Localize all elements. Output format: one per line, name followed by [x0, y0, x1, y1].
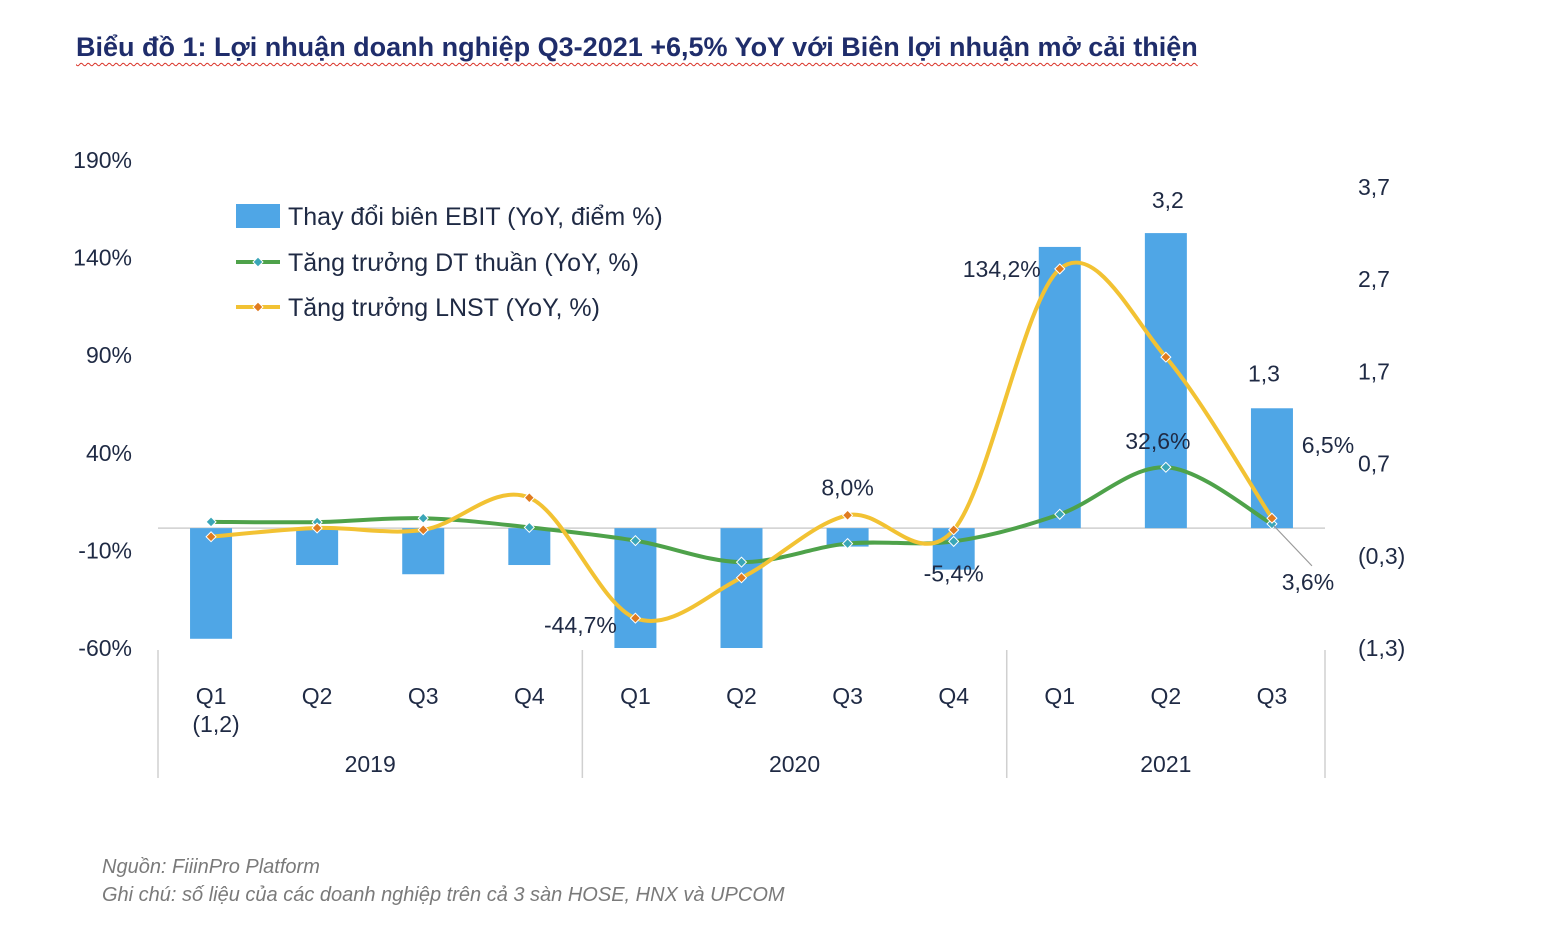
profit-growth-point [735, 572, 748, 584]
year-group-label: 2021 [1140, 751, 1191, 777]
legend-swatch-bar [236, 204, 280, 228]
profit-growth-point [1160, 351, 1172, 363]
revenue-growth-point [417, 512, 429, 524]
label-leader-line [1273, 525, 1313, 567]
category-label: Q1 [196, 683, 227, 709]
data-label: 8,0% [821, 474, 873, 500]
chart-title: Biểu đồ 1: Lợi nhuận doanh nghiệp Q3-202… [76, 32, 1198, 62]
ebit-margin-bar [190, 528, 233, 639]
legend-swatch-marker [252, 301, 264, 313]
ebit-margin-bar [1038, 246, 1081, 529]
left-axis-tick-label: 40% [86, 440, 132, 466]
category-label: Q1 [620, 683, 651, 709]
footnote: Ghi chú: số liệu của các doanh nghiệp tr… [102, 884, 785, 906]
profit-growth-point [629, 612, 642, 624]
right-axis-tick-label: 2,7 [1358, 266, 1390, 292]
profit-growth-point [1266, 512, 1278, 524]
category-label: Q1 [1044, 683, 1075, 709]
profit-growth-point [1054, 263, 1066, 275]
profit-growth-point [417, 524, 429, 536]
profit-growth-point [311, 522, 323, 534]
data-label: 3,2 [1152, 187, 1184, 213]
revenue-growth-point [841, 537, 854, 550]
ebit-margin-bar [402, 528, 445, 575]
category-label: Q2 [726, 683, 757, 709]
right-axis-tick-label: 0,7 [1358, 451, 1390, 477]
left-axis-tick-label: -60% [78, 635, 132, 661]
revenue-growth-point [735, 556, 748, 568]
left-axis-tick-label: 190% [73, 147, 132, 173]
ebit-margin-bar [296, 528, 339, 566]
legend-label: Tăng trưởng DT thuần (YoY, %) [288, 249, 639, 277]
category-label: Q3 [408, 683, 439, 709]
left-axis-tick-label: 90% [86, 342, 132, 368]
profit-growth-point [523, 492, 535, 504]
revenue-growth-point [311, 516, 323, 528]
data-label: 134,2% [963, 256, 1041, 282]
data-label: (1,2) [192, 711, 239, 737]
legend-label: Thay đổi biên EBIT (YoY, điểm %) [288, 203, 663, 231]
revenue-growth-point [1054, 508, 1066, 520]
category-label: Q2 [302, 683, 333, 709]
category-label: Q2 [1151, 683, 1182, 709]
profit-growth-point [205, 531, 217, 543]
source-note: Nguồn: FiiinPro Platform [102, 856, 320, 878]
ebit-margin-bar [1144, 233, 1187, 529]
data-label: 32,6% [1125, 428, 1190, 454]
ebit-margin-bar [508, 528, 551, 566]
revenue-growth-point [523, 521, 535, 534]
revenue-growth-point [205, 516, 217, 528]
category-label: Q3 [1257, 683, 1288, 709]
bars-group [190, 233, 1293, 648]
right-axis-tick-label: (0,3) [1358, 543, 1405, 569]
legend-swatch-marker [252, 256, 264, 268]
data-label: 6,5% [1302, 432, 1354, 458]
ebit-margin-bar [614, 528, 657, 648]
right-axis-tick-label: 3,7 [1358, 174, 1390, 200]
ebit-margin-bar [720, 528, 763, 648]
revenue-growth-point [948, 535, 960, 548]
lines-group [205, 260, 1278, 624]
right-axis-tick-label: 1,7 [1358, 358, 1390, 384]
category-label: Q4 [938, 683, 969, 709]
data-label: 3,6% [1282, 569, 1334, 595]
profit-growth-point [841, 509, 854, 521]
right-axis-tick-label: (1,3) [1358, 635, 1405, 661]
left-axis-tick-label: 140% [73, 245, 132, 271]
year-group-label: 2020 [769, 751, 820, 777]
data-label: 1,3 [1248, 360, 1280, 386]
data-label: -44,7% [544, 612, 617, 638]
year-group-label: 2019 [345, 751, 396, 777]
ebit-margin-bar [1250, 408, 1293, 529]
revenue-growth-point [629, 534, 642, 547]
profit-growth-point [948, 524, 960, 536]
revenue-growth-point [1160, 461, 1172, 473]
legend-label: Tăng trưởng LNST (YoY, %) [288, 294, 600, 322]
category-label: Q4 [514, 683, 545, 709]
left-axis-tick-label: -10% [78, 537, 132, 563]
legend: Thay đổi biên EBIT (YoY, điểm %) Tăng trư… [236, 203, 663, 322]
data-labels-group: (1,2) 3,2 1,3 -44,7% 8,0% -5,4% 134,2% 32,6% 6,5… [192, 187, 1354, 737]
category-label: Q3 [832, 683, 863, 709]
data-label: -5,4% [924, 560, 984, 586]
axes-group: 190%140%90%40%-10%-60%3,72,71,70,7(0,3)(… [73, 147, 1405, 778]
